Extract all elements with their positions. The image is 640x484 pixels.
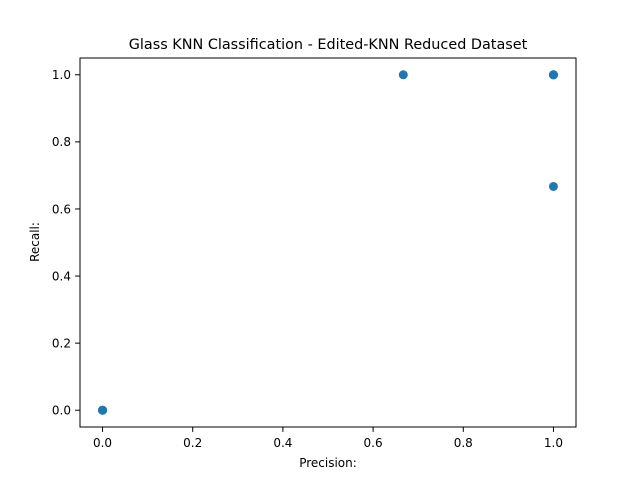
data-point <box>548 181 558 191</box>
y-tick-label: 0.0 <box>52 404 71 418</box>
y-tick-label: 1.0 <box>52 68 71 82</box>
data-point <box>98 405 108 415</box>
x-tick-label: 0.2 <box>183 436 202 450</box>
chart-title: Glass KNN Classification - Edited-KNN Re… <box>129 37 528 53</box>
y-tick-label: 0.6 <box>52 202 71 216</box>
x-tick-label: 0.8 <box>454 436 473 450</box>
y-tick-label: 0.8 <box>52 135 71 149</box>
data-point <box>548 70 558 80</box>
x-axis-label: Precision: <box>299 456 357 470</box>
y-tick-label: 0.4 <box>52 269 71 283</box>
x-tick-label: 0.0 <box>93 436 112 450</box>
x-tick-label: 0.4 <box>273 436 292 450</box>
x-axis-ticks: 0.0 0.2 0.4 0.6 0.8 1.0 <box>93 427 563 450</box>
x-tick-label: 1.0 <box>544 436 563 450</box>
data-point <box>398 70 408 80</box>
y-axis-label: Recall: <box>28 222 42 262</box>
plot-area-frame <box>79 57 577 428</box>
data-points <box>98 70 558 415</box>
y-tick-label: 0.2 <box>52 336 71 350</box>
y-axis-ticks: 0.0 0.2 0.4 0.6 0.8 1.0 <box>52 68 80 418</box>
x-tick-label: 0.6 <box>364 436 383 450</box>
